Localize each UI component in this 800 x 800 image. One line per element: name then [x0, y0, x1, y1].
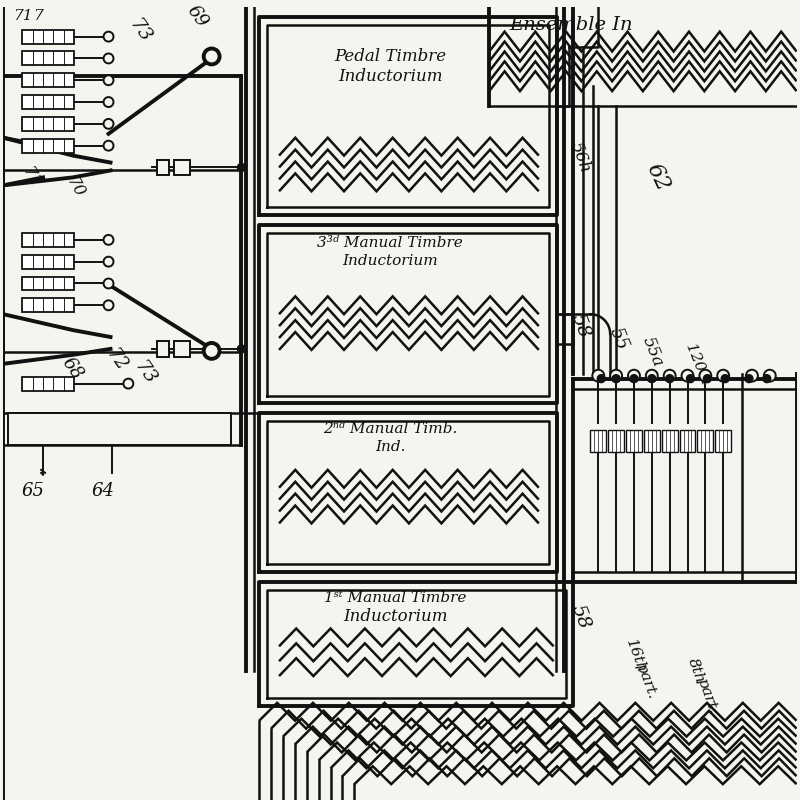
- Circle shape: [682, 370, 694, 382]
- Circle shape: [610, 370, 622, 382]
- Circle shape: [699, 370, 711, 382]
- Text: Ensemble In: Ensemble In: [509, 16, 633, 34]
- Text: 55a: 55a: [639, 334, 666, 370]
- Circle shape: [746, 370, 758, 382]
- Bar: [22, 377, 74, 390]
- Circle shape: [598, 374, 606, 382]
- Bar: [22, 254, 74, 269]
- Circle shape: [745, 374, 753, 382]
- Bar: [590, 430, 606, 452]
- Bar: [174, 159, 190, 175]
- Text: 62: 62: [642, 160, 674, 195]
- Circle shape: [238, 163, 246, 171]
- Circle shape: [666, 374, 674, 382]
- Text: 73: 73: [126, 16, 154, 47]
- Text: Inductorium: Inductorium: [338, 68, 442, 85]
- Circle shape: [103, 75, 114, 86]
- Circle shape: [630, 374, 638, 382]
- Bar: [8, 414, 231, 445]
- Text: 65: 65: [22, 482, 45, 500]
- Bar: [662, 430, 678, 452]
- Bar: [608, 430, 624, 452]
- Text: Pedal Timbre: Pedal Timbre: [334, 48, 446, 65]
- Text: 69: 69: [182, 2, 210, 31]
- Text: part.: part.: [633, 661, 658, 701]
- Bar: [698, 430, 714, 452]
- Bar: [22, 95, 74, 109]
- Text: 2ⁿᵈ Manual Timb.: 2ⁿᵈ Manual Timb.: [323, 422, 458, 436]
- Circle shape: [628, 370, 640, 382]
- Circle shape: [103, 54, 114, 63]
- Text: 58: 58: [568, 311, 593, 341]
- Bar: [22, 30, 74, 43]
- Circle shape: [204, 343, 219, 359]
- Bar: [22, 74, 74, 87]
- Bar: [157, 159, 169, 175]
- Circle shape: [718, 370, 729, 382]
- Circle shape: [103, 300, 114, 310]
- Circle shape: [103, 97, 114, 107]
- Circle shape: [103, 141, 114, 150]
- Text: 73: 73: [130, 358, 160, 389]
- Circle shape: [592, 370, 604, 382]
- Bar: [174, 341, 190, 357]
- Text: 70: 70: [63, 174, 88, 202]
- Circle shape: [103, 235, 114, 245]
- Circle shape: [664, 370, 676, 382]
- Bar: [22, 51, 74, 66]
- Bar: [22, 233, 74, 247]
- Circle shape: [238, 345, 246, 353]
- Text: 120 a: 120 a: [683, 341, 712, 386]
- Circle shape: [103, 278, 114, 289]
- Circle shape: [763, 374, 770, 382]
- Text: 7: 7: [33, 9, 43, 23]
- Text: 68: 68: [58, 354, 86, 382]
- Circle shape: [103, 119, 114, 129]
- Circle shape: [123, 378, 134, 389]
- Text: 71: 71: [14, 9, 33, 23]
- Text: Inductorium: Inductorium: [342, 254, 438, 268]
- Text: part.: part.: [694, 676, 720, 716]
- Circle shape: [103, 257, 114, 266]
- Text: Inductorium: Inductorium: [342, 608, 447, 625]
- Text: 56h: 56h: [567, 140, 594, 175]
- Bar: [22, 298, 74, 312]
- Bar: [644, 430, 660, 452]
- Bar: [157, 341, 169, 357]
- Text: 72: 72: [102, 346, 130, 374]
- Bar: [22, 138, 74, 153]
- Text: Ind.: Ind.: [375, 440, 406, 454]
- Circle shape: [722, 374, 729, 382]
- Bar: [679, 430, 695, 452]
- Circle shape: [646, 370, 658, 382]
- Circle shape: [612, 374, 620, 382]
- Circle shape: [648, 374, 656, 382]
- Circle shape: [204, 49, 219, 64]
- Circle shape: [764, 370, 776, 382]
- Circle shape: [686, 374, 694, 382]
- Text: 55: 55: [606, 325, 630, 353]
- Text: 3³ᵈ Manual Timbre: 3³ᵈ Manual Timbre: [318, 236, 463, 250]
- Text: 8th: 8th: [685, 657, 706, 686]
- Bar: [715, 430, 731, 452]
- Text: 58: 58: [568, 602, 593, 631]
- Text: 16th: 16th: [623, 637, 649, 675]
- Bar: [22, 277, 74, 290]
- Text: 1ˢᵗ Manual Timbre: 1ˢᵗ Manual Timbre: [324, 590, 466, 605]
- Circle shape: [103, 32, 114, 42]
- Bar: [626, 430, 642, 452]
- Circle shape: [703, 374, 711, 382]
- Text: 64: 64: [91, 482, 114, 500]
- Text: 71: 71: [18, 165, 44, 191]
- Bar: [22, 117, 74, 131]
